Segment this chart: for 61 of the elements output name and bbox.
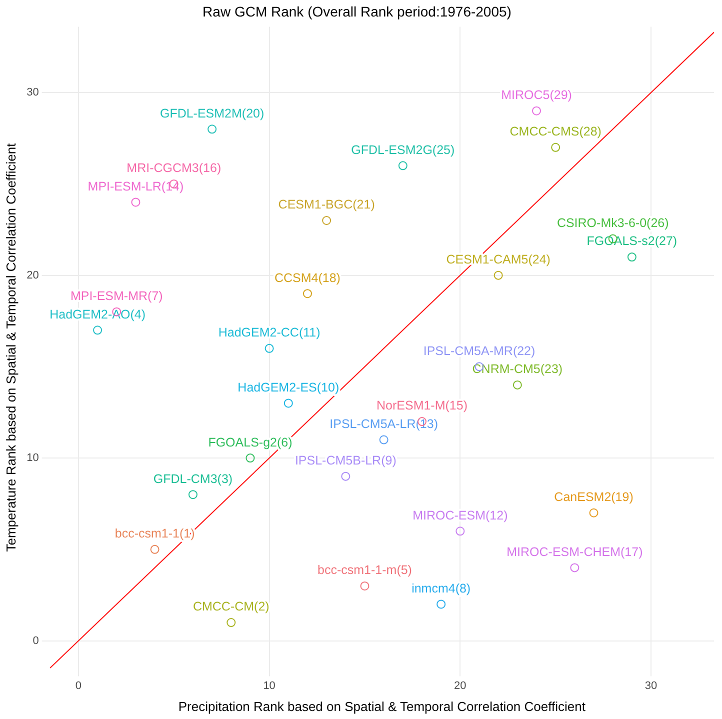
series-label: IPSL-CM5B-LR(9) xyxy=(294,454,396,468)
point xyxy=(131,198,140,207)
point xyxy=(341,472,350,481)
y-tick-label: 0 xyxy=(32,634,39,647)
point xyxy=(93,326,102,335)
x-tick-label: 30 xyxy=(644,680,658,692)
point xyxy=(188,490,198,500)
chart-title: Raw GCM Rank (Overall Rank period:1976-2005) xyxy=(202,3,512,20)
series-label: CanESM2(19) xyxy=(554,490,634,504)
point xyxy=(436,600,446,609)
point xyxy=(264,344,274,353)
point xyxy=(456,526,465,536)
series-label: HadGEM2-ES(10) xyxy=(238,380,340,394)
point xyxy=(589,508,598,518)
point xyxy=(627,252,636,262)
series-label: CNRM-CM5(23) xyxy=(472,362,563,376)
series-label: GFDL-ESM2M(20) xyxy=(160,106,264,120)
series-label: GFDL-CM3(3) xyxy=(153,472,233,486)
series-label: bcc-csm1-1-m(5) xyxy=(318,563,412,578)
series-label: MRI-CGCM3(16) xyxy=(126,161,222,176)
series-label: CMCC-CM(2) xyxy=(192,600,270,614)
y-tick-label: 10 xyxy=(26,452,39,464)
x-axis-title: Precipitation Rank based on Spatial & Temporal Correlation Coefficient xyxy=(178,698,586,714)
point xyxy=(494,270,503,280)
series-label: HadGEM2-AO(4) xyxy=(50,307,146,322)
point xyxy=(551,142,560,152)
series-label: GFDL-ESM2G(25) xyxy=(351,142,455,157)
series-label: MPI-ESM-MR(7) xyxy=(70,289,163,304)
point xyxy=(512,380,522,390)
series-label: CESM1-BGC(21) xyxy=(278,198,375,212)
series-label: IPSL-CM5A-MR(22) xyxy=(423,344,536,358)
series-label: inmcm4(8) xyxy=(412,581,471,596)
series-label: NorESM1-M(15) xyxy=(376,398,468,413)
point xyxy=(284,398,293,408)
x-tick-label: 0 xyxy=(75,680,82,692)
series-label: HadGEM2-CC(11) xyxy=(218,326,320,340)
point xyxy=(208,124,217,134)
series-label: IPSL-CM5A-LR(13) xyxy=(330,416,438,431)
point xyxy=(398,161,408,170)
y-axis-title: Temperature Rank based on Spatial & Temporal Correlation Coefficient xyxy=(3,142,18,552)
point xyxy=(379,435,388,444)
point xyxy=(150,544,160,554)
point xyxy=(322,216,332,225)
x-tick-label: 10 xyxy=(263,680,276,692)
point xyxy=(532,106,542,116)
point xyxy=(302,289,312,298)
point xyxy=(360,581,370,590)
series-label: FGOALS-s2(27) xyxy=(586,234,678,248)
series-label: MPI-ESM-LR(14) xyxy=(88,179,184,194)
point xyxy=(226,618,236,628)
x-tick-label: 20 xyxy=(454,680,466,692)
point xyxy=(570,563,580,572)
y-tick-label: 20 xyxy=(26,269,39,282)
series-label: MIROC5(29) xyxy=(501,88,572,102)
y-tick-label: 30 xyxy=(26,86,39,99)
series-label: MIROC-ESM-CHEM(17) xyxy=(506,544,643,559)
series-label: CSIRO-Mk3-6-0(26) xyxy=(556,216,669,230)
point xyxy=(246,454,255,463)
series-label: CMCC-CMS(28) xyxy=(510,124,602,139)
series-label: MIROC-ESM(12) xyxy=(412,508,508,522)
series-label: CCSM4(18) xyxy=(274,270,340,285)
